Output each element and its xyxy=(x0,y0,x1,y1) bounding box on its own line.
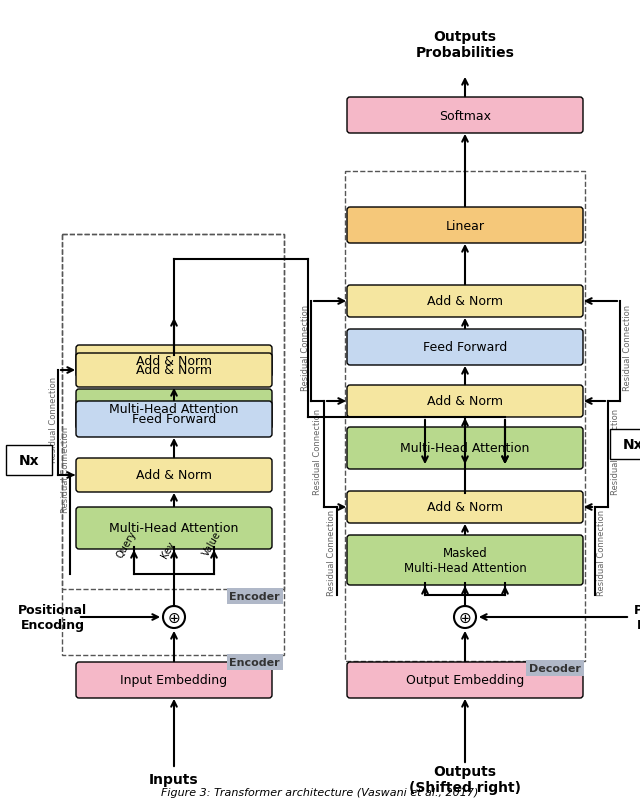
Text: Input Embedding: Input Embedding xyxy=(120,674,228,687)
Text: Value: Value xyxy=(201,529,223,557)
Text: Residual Connection: Residual Connection xyxy=(598,509,607,595)
Text: Residual Connection: Residual Connection xyxy=(49,377,58,463)
Text: Add & Norm: Add & Norm xyxy=(136,364,212,377)
Text: Inputs: Inputs xyxy=(149,772,199,786)
FancyBboxPatch shape xyxy=(76,402,272,438)
Text: Add & Norm: Add & Norm xyxy=(427,501,503,514)
FancyBboxPatch shape xyxy=(347,286,583,318)
FancyBboxPatch shape xyxy=(347,385,583,418)
Text: Residual Connection: Residual Connection xyxy=(314,409,323,495)
Text: Encoder: Encoder xyxy=(229,657,280,667)
Text: Add & Norm: Add & Norm xyxy=(427,395,503,408)
Text: Residual Connection: Residual Connection xyxy=(611,409,620,495)
Text: Add & Norm: Add & Norm xyxy=(136,355,212,368)
FancyBboxPatch shape xyxy=(6,446,52,475)
Text: Figure 3: Transformer architecture (Vaswani et al., 2017): Figure 3: Transformer architecture (Vasw… xyxy=(161,787,479,797)
FancyBboxPatch shape xyxy=(76,507,272,549)
FancyBboxPatch shape xyxy=(347,98,583,134)
Text: Outputs
(Shifted right): Outputs (Shifted right) xyxy=(409,764,521,794)
Bar xyxy=(62,234,284,655)
Text: Outputs
Probabilities: Outputs Probabilities xyxy=(415,30,515,60)
Text: Query: Query xyxy=(115,528,139,560)
Text: Encoder: Encoder xyxy=(229,591,280,601)
Text: $\oplus$: $\oplus$ xyxy=(458,609,472,625)
Text: Add & Norm: Add & Norm xyxy=(136,469,212,482)
FancyBboxPatch shape xyxy=(76,353,272,388)
Text: Masked
Multi-Head Attention: Masked Multi-Head Attention xyxy=(404,546,526,574)
Circle shape xyxy=(163,606,185,628)
Text: Add & Norm: Add & Norm xyxy=(427,296,503,308)
Text: Positional
Encoding: Positional Encoding xyxy=(18,603,87,631)
Text: Multi-Head Attention: Multi-Head Attention xyxy=(109,522,239,535)
FancyBboxPatch shape xyxy=(76,389,272,430)
FancyBboxPatch shape xyxy=(610,430,640,459)
Text: Nx: Nx xyxy=(19,454,39,467)
FancyBboxPatch shape xyxy=(347,427,583,470)
Text: $\oplus$: $\oplus$ xyxy=(167,609,180,625)
Text: Softmax: Softmax xyxy=(439,109,491,122)
Text: Residual Connection: Residual Connection xyxy=(326,509,335,595)
FancyBboxPatch shape xyxy=(347,662,583,698)
Text: Multi-Head Attention: Multi-Head Attention xyxy=(109,403,239,416)
Text: Positional
Encoding: Positional Encoding xyxy=(634,603,640,631)
FancyBboxPatch shape xyxy=(76,345,272,377)
FancyBboxPatch shape xyxy=(347,208,583,243)
Text: Output Embedding: Output Embedding xyxy=(406,674,524,687)
Bar xyxy=(345,172,585,661)
Text: Multi-Head Attention: Multi-Head Attention xyxy=(400,442,530,455)
FancyBboxPatch shape xyxy=(347,329,583,365)
Text: Feed Forward: Feed Forward xyxy=(423,341,507,354)
Circle shape xyxy=(454,606,476,628)
Text: Residual Connection: Residual Connection xyxy=(301,304,310,390)
Text: Feed Forward: Feed Forward xyxy=(132,413,216,426)
FancyBboxPatch shape xyxy=(347,491,583,524)
FancyBboxPatch shape xyxy=(347,536,583,585)
Text: Residual Connection: Residual Connection xyxy=(623,304,632,390)
FancyBboxPatch shape xyxy=(76,662,272,698)
Text: Nx: Nx xyxy=(623,438,640,451)
Text: Decoder: Decoder xyxy=(529,663,581,673)
Text: Key: Key xyxy=(159,539,177,560)
FancyBboxPatch shape xyxy=(76,459,272,492)
Text: Linear: Linear xyxy=(445,219,484,232)
Text: Residual Connection: Residual Connection xyxy=(61,426,70,512)
Bar xyxy=(62,234,284,589)
